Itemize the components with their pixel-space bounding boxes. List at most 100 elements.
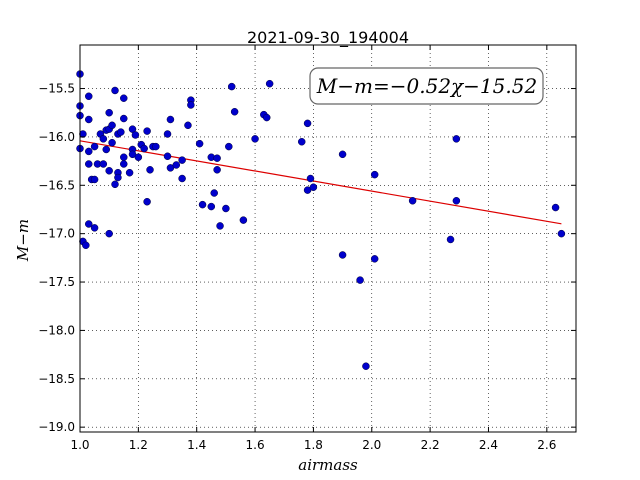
x-tick-label: 2.2 <box>421 438 440 452</box>
x-tick-label: 1.6 <box>246 438 265 452</box>
data-point <box>446 235 455 244</box>
data-point <box>213 166 221 174</box>
data-point <box>114 173 122 182</box>
data-point <box>557 229 566 238</box>
data-point <box>184 121 192 130</box>
chart-title: 2021-09-30_194004 <box>247 28 409 48</box>
data-point <box>297 138 306 146</box>
x-tick-label: 2.4 <box>479 438 498 452</box>
y-tick-label: −19.0 <box>38 420 75 434</box>
data-point <box>85 147 93 156</box>
data-point <box>85 220 93 228</box>
data-point <box>143 127 151 135</box>
data-point <box>452 197 461 205</box>
x-tick-label: 1.2 <box>129 438 148 452</box>
data-point <box>120 94 128 102</box>
fit-line <box>79 140 562 225</box>
data-point <box>117 128 125 136</box>
y-tick-label: −16.0 <box>38 130 75 144</box>
data-point <box>370 170 379 179</box>
data-point <box>90 175 99 184</box>
data-point <box>90 142 99 151</box>
y-tick-label: −17.0 <box>38 227 75 241</box>
data-point <box>356 276 364 284</box>
data-point <box>551 203 560 212</box>
data-point <box>102 145 111 154</box>
data-point <box>370 255 379 263</box>
data-point <box>90 224 99 232</box>
y-tick-label: −17.5 <box>38 275 75 289</box>
data-point <box>111 180 119 189</box>
data-point <box>251 135 259 143</box>
x-tick-label: 1.8 <box>304 438 323 452</box>
annotation-box <box>309 67 544 105</box>
data-point <box>134 153 143 161</box>
y-tick-label: −15.5 <box>38 82 75 96</box>
data-point <box>309 183 318 191</box>
data-point <box>85 160 93 168</box>
data-point <box>210 189 218 197</box>
data-point <box>178 156 186 164</box>
axis-ticks: 1.0 1.2 1.4 1.6 1.8 2.0 2.2 2.4 2.6 −15.5 −16.0 −16… <box>38 45 576 452</box>
x-axis-label: airmass <box>298 456 358 474</box>
data-point <box>82 241 90 250</box>
data-point <box>146 166 154 174</box>
data-point <box>213 154 221 162</box>
data-point <box>262 113 271 122</box>
data-point <box>163 152 172 161</box>
data-point <box>111 86 119 95</box>
data-point <box>105 167 113 175</box>
y-tick-label: −18.0 <box>38 323 75 337</box>
data-point <box>198 200 207 209</box>
data-point <box>108 138 116 147</box>
data-point <box>230 108 239 116</box>
data-point <box>85 92 93 101</box>
data-point <box>152 142 160 151</box>
data-point <box>105 108 113 117</box>
data-point <box>120 153 128 161</box>
data-point <box>163 130 172 138</box>
data-point <box>120 160 128 168</box>
data-point <box>105 229 113 238</box>
data-point <box>140 144 148 153</box>
data-point <box>216 222 224 230</box>
data-point <box>222 204 230 213</box>
data-point <box>452 135 461 143</box>
data-point <box>187 101 195 109</box>
data-point <box>131 131 140 139</box>
data-point <box>362 362 370 370</box>
data-point <box>99 160 108 168</box>
data-point <box>178 174 186 183</box>
y-axis-label: M−m <box>14 219 32 262</box>
data-point <box>79 130 87 138</box>
data-point <box>108 121 116 130</box>
data-point <box>306 174 315 183</box>
data-point <box>408 197 417 205</box>
data-point <box>195 139 204 148</box>
y-tick-label: −16.5 <box>38 178 75 192</box>
plot-frame <box>79 44 577 433</box>
fit-annotation: M−m=−0.52χ−15.52 <box>309 67 544 105</box>
x-tick-label: 1.0 <box>70 438 89 452</box>
data-point <box>125 168 134 177</box>
data-point <box>99 135 108 143</box>
data-point <box>227 82 236 91</box>
data-point <box>143 197 151 206</box>
data-point <box>265 79 274 88</box>
annotation-text: M−m=−0.52χ−15.52 <box>316 74 537 98</box>
data-point <box>172 161 181 169</box>
data-point <box>303 119 312 128</box>
data-point <box>120 114 128 123</box>
y-tick-label: −18.5 <box>38 372 75 386</box>
data-point <box>338 150 347 159</box>
data-point <box>85 115 93 124</box>
data-point <box>239 216 248 224</box>
fit-line-group <box>79 140 562 225</box>
data-point <box>338 251 347 259</box>
data-point <box>225 142 233 151</box>
x-tick-label: 2.0 <box>362 438 381 452</box>
x-tick-label: 2.6 <box>537 438 556 452</box>
data-points <box>76 70 566 370</box>
x-tick-label: 1.4 <box>187 438 206 452</box>
